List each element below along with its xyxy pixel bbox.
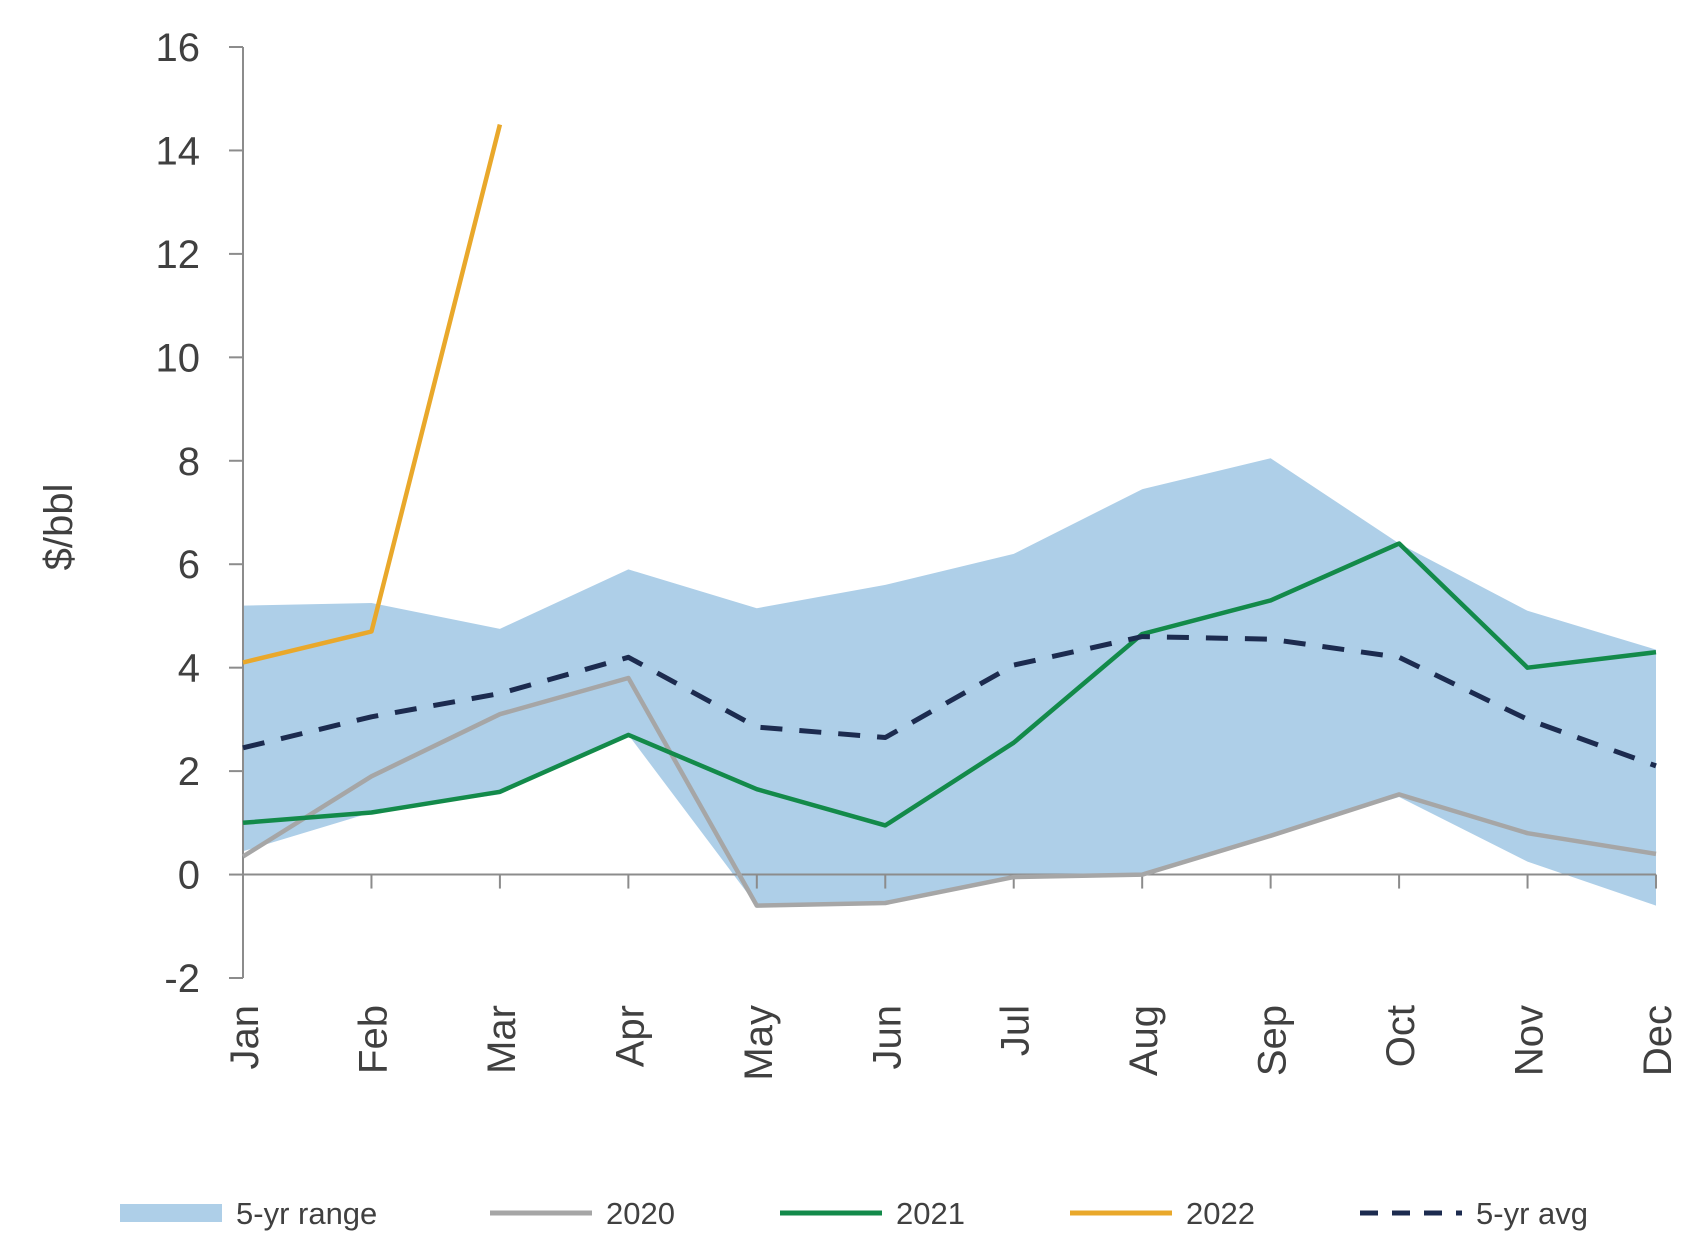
series-layer bbox=[241, 124, 1657, 908]
range-layer bbox=[243, 458, 1656, 906]
x-tick-label: May bbox=[737, 1005, 781, 1081]
y-tick-label: 8 bbox=[178, 440, 200, 484]
y-tick-label: 0 bbox=[178, 854, 200, 898]
y-axis-title: $/bbl bbox=[37, 484, 81, 571]
y-tick-label: 6 bbox=[178, 543, 200, 587]
legend-label: 2022 bbox=[1186, 1196, 1255, 1231]
y-tick-label: -2 bbox=[164, 957, 200, 1001]
y-tick-label: 16 bbox=[156, 26, 201, 70]
x-tick-label: Sep bbox=[1251, 1005, 1295, 1076]
axes bbox=[229, 46, 1657, 979]
legend-label: 2021 bbox=[896, 1196, 965, 1231]
x-tick-label: Apr bbox=[608, 1005, 652, 1067]
x-tick-label: Dec bbox=[1636, 1005, 1680, 1076]
range-band bbox=[243, 458, 1656, 906]
tick-labels: -2 0 2 4 6 8 10 12 14 16 Jan Feb Mar Apr May Jun Jul Aug S… bbox=[156, 26, 1681, 1081]
x-tick-label: Jan bbox=[223, 1005, 267, 1070]
x-tick-label: Feb bbox=[352, 1005, 396, 1074]
x-tick-label: Aug bbox=[1122, 1005, 1166, 1076]
series-line-5-yr-avg bbox=[242, 634, 1657, 769]
series-line-2020 bbox=[241, 675, 1657, 908]
y-tick-label: 2 bbox=[178, 750, 200, 794]
x-tick-label: Jul bbox=[994, 1005, 1038, 1056]
series-line-2021 bbox=[242, 541, 1657, 828]
legend-label: 5-yr avg bbox=[1476, 1196, 1588, 1231]
x-tick-label: Mar bbox=[480, 1005, 524, 1074]
x-tick-label: Nov bbox=[1508, 1005, 1552, 1076]
legend-swatch-range bbox=[120, 1204, 222, 1222]
y-tick-label: 10 bbox=[156, 336, 201, 380]
y-tick-label: 14 bbox=[156, 129, 201, 173]
legend-label: 5-yr range bbox=[236, 1196, 377, 1231]
x-tick-label: Jun bbox=[865, 1005, 909, 1070]
series-line-2022 bbox=[242, 124, 503, 665]
legend-label: 2020 bbox=[606, 1196, 675, 1231]
x-tick-label: Oct bbox=[1379, 1005, 1423, 1067]
y-tick-label: 12 bbox=[156, 233, 201, 277]
legend: 5-yr range 2020 2021 2022 5-yr avg bbox=[120, 1196, 1588, 1231]
y-tick-label: 4 bbox=[178, 647, 200, 691]
